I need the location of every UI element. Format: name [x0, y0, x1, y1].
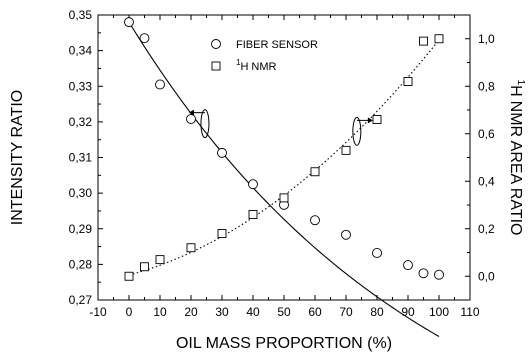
- data-point-nmr: [434, 34, 444, 44]
- y2-axis-title-prefix: H: [507, 85, 524, 97]
- x-tick-labels: -10 0 10 20 30 40 50 60 70 80 90 100 110: [89, 305, 480, 319]
- data-point-fiber-sensor: [217, 147, 227, 158]
- x-tick-label: 10: [153, 305, 167, 319]
- plot-area-border: [97, 14, 471, 301]
- data-point-nmr: [124, 271, 134, 281]
- data-point-nmr: [403, 77, 413, 86]
- x-tick-label: 0: [126, 305, 133, 319]
- legend-label-fiber-sensor: FIBER SENSOR: [236, 39, 318, 51]
- y-tick-label: 0,32: [69, 115, 93, 129]
- y2-axis-title: 1H NMR AREA RATIO: [507, 80, 526, 236]
- y2-axis-title-superscript: 1: [515, 80, 526, 86]
- data-point-fiber-sensor: [124, 17, 134, 28]
- data-markers: [124, 17, 444, 281]
- data-point-nmr: [279, 193, 289, 203]
- left-axis-indicator-ellipse: [200, 109, 210, 139]
- axis-indicator-annotations: [188, 109, 373, 146]
- y2-tick-label: 0,0: [478, 269, 495, 283]
- legend-marker-nmr: [211, 61, 221, 71]
- data-point-nmr: [248, 210, 258, 219]
- data-point-fiber-sensor: [341, 229, 351, 240]
- x-tick-label: 20: [184, 305, 198, 319]
- tick-marks: [97, 14, 471, 301]
- data-point-nmr: [419, 36, 428, 46]
- y-tick-labels: 0,27 0,28 0,29 0,30 0,31 0,32 0,33 0,34 0,35: [69, 8, 93, 307]
- legend-marker-fiber-sensor: [211, 39, 221, 49]
- y-tick-label: 0,29: [69, 222, 93, 236]
- data-point-fiber-sensor: [372, 248, 382, 258]
- data-point-fiber-sensor: [310, 215, 320, 226]
- x-tick-label: 80: [370, 305, 384, 319]
- data-point-nmr: [310, 167, 320, 177]
- y-axis-title: INTENSITY RATIO: [9, 90, 26, 225]
- y2-tick-label: 0,8: [478, 79, 495, 93]
- data-point-fiber-sensor: [139, 33, 150, 44]
- x-tick-label: 70: [339, 305, 353, 319]
- x-axis-title: OIL MASS PROPORTION (%): [176, 335, 392, 352]
- data-point-fiber-sensor: [403, 260, 413, 271]
- y-tick-label: 0,33: [69, 79, 93, 93]
- x-tick-label: 110: [460, 305, 479, 319]
- data-point-nmr: [372, 115, 382, 124]
- x-tick-label: 30: [215, 305, 229, 319]
- x-tick-label: 40: [246, 305, 260, 319]
- fit-curve-nmr: [128, 39, 440, 276]
- x-tick-label: 60: [308, 305, 322, 319]
- data-point-fiber-sensor: [434, 269, 444, 280]
- data-point-fiber-sensor: [418, 268, 429, 279]
- legend-label-nmr: 1H NMR: [236, 58, 277, 73]
- fit-curve-fiber-sensor: [128, 21, 440, 338]
- y-tick-label: 0,34: [69, 44, 93, 58]
- y2-tick-label: 1,0: [478, 32, 495, 46]
- data-point-nmr: [186, 243, 196, 253]
- plot-frame: [97, 14, 471, 301]
- legend-nmr-prefix: H: [240, 61, 248, 73]
- data-point-nmr: [140, 262, 149, 272]
- x-tick-label: 50: [277, 305, 291, 319]
- data-point-fiber-sensor: [186, 114, 196, 124]
- y-tick-label: 0,28: [69, 257, 93, 271]
- y-tick-label: 0,31: [69, 151, 93, 165]
- y2-tick-labels: 0,0 0,2 0,4 0,6 0,8 1,0: [478, 32, 495, 284]
- data-point-nmr: [217, 229, 227, 238]
- y-tick-label: 0,30: [69, 186, 93, 200]
- fit-curves: [128, 21, 440, 338]
- data-point-fiber-sensor: [155, 79, 165, 90]
- left-axis-indicator-arrowhead: [188, 109, 194, 116]
- y2-tick-label: 0,6: [478, 127, 495, 141]
- data-point-fiber-sensor: [248, 179, 258, 190]
- right-axis-indicator-ellipse: [352, 116, 362, 146]
- data-point-nmr: [155, 255, 165, 265]
- x-tick-label: -10: [89, 305, 107, 319]
- y2-tick-label: 0,2: [478, 222, 495, 236]
- right-axis-indicator-arrowhead: [367, 117, 373, 124]
- y-tick-label: 0,27: [69, 293, 93, 307]
- legend: FIBER SENSOR 1H NMR: [211, 39, 318, 73]
- y2-axis-title-text: NMR AREA RATIO: [507, 101, 524, 236]
- data-point-nmr: [341, 145, 351, 155]
- legend-nmr-superscript: 1: [236, 58, 241, 67]
- y-tick-label: 0,35: [69, 8, 93, 22]
- x-tick-label: 90: [401, 305, 415, 319]
- legend-nmr-name: NMR: [251, 61, 276, 73]
- x-tick-label: 100: [429, 305, 449, 319]
- y2-tick-label: 0,4: [478, 174, 495, 188]
